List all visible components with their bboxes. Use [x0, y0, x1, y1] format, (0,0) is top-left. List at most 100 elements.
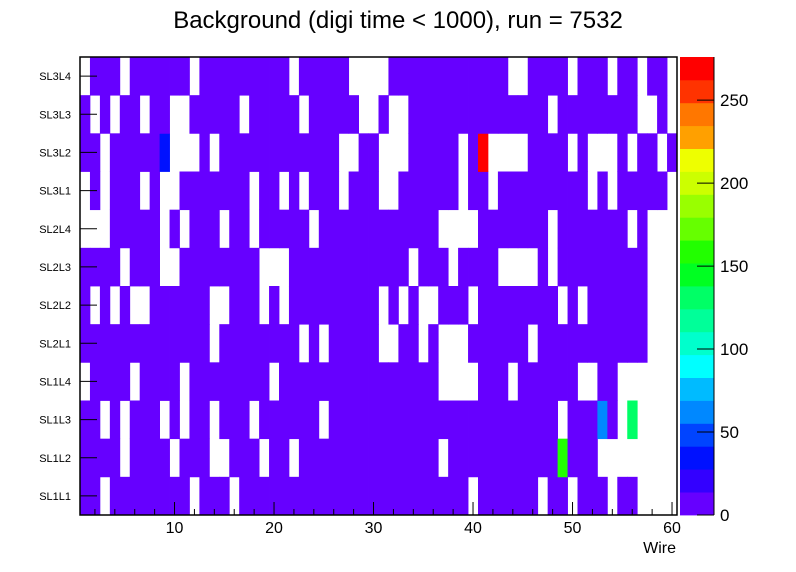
heatmap-cell: [408, 286, 419, 325]
heatmap-cell: [577, 438, 588, 478]
palette-band: [680, 446, 714, 470]
heatmap-cell: [587, 247, 598, 287]
heatmap-cell: [647, 171, 658, 211]
heatmap-cell: [209, 57, 220, 96]
heatmap-cell: [388, 400, 399, 440]
heatmap-cell: [398, 438, 409, 478]
heatmap-cell: [308, 324, 320, 363]
heatmap-cell: [537, 133, 549, 172]
heatmap-cell: [279, 400, 290, 440]
heatmap-cell: [478, 247, 489, 287]
heatmap-cell: [358, 209, 369, 249]
heatmap-cell: [159, 324, 170, 363]
heatmap-cell: [199, 57, 210, 96]
y-tick-label: SL3L1: [39, 186, 71, 198]
heatmap-cell: [119, 476, 131, 516]
heatmap-cell: [587, 95, 598, 134]
heatmap-cell: [279, 362, 290, 401]
heatmap-cell: [418, 362, 429, 401]
heatmap-cell: [149, 438, 160, 478]
heatmap-cell: [348, 324, 359, 363]
heatmap-cell: [159, 438, 170, 478]
heatmap-cell: [348, 247, 359, 287]
heatmap-cell: [448, 286, 459, 325]
heatmap-cell: [517, 324, 529, 363]
heatmap-cell: [428, 438, 439, 478]
heatmap-cell: [259, 209, 270, 249]
heatmap-cell: [408, 209, 419, 249]
heatmap-cell: [597, 247, 608, 287]
heatmap-cell: [557, 133, 568, 172]
heatmap-cell: [298, 438, 310, 478]
heatmap-cell: [527, 57, 539, 96]
heatmap-cell: [239, 324, 250, 363]
heatmap-cell: [597, 286, 608, 325]
heatmap-cell: [219, 324, 230, 363]
heatmap-cell: [358, 438, 369, 478]
heatmap-cell: [338, 95, 350, 134]
heatmap-cell: [507, 400, 519, 440]
heatmap-cell: [537, 247, 549, 287]
heatmap-cell: [617, 133, 628, 172]
heatmap-cell: [269, 209, 280, 249]
heatmap-cell: [179, 476, 190, 516]
heatmap-cell: [139, 476, 151, 516]
heatmap-cell: [249, 476, 260, 516]
heatmap-cell: [239, 476, 250, 516]
heatmap-cell: [249, 133, 260, 172]
palette-band: [680, 400, 714, 424]
heatmap-cell: [279, 209, 290, 249]
heatmap-cell: [288, 209, 300, 249]
heatmap-cell: [557, 247, 568, 287]
heatmap-cell: [617, 286, 628, 325]
heatmap-cell: [438, 57, 449, 96]
heatmap-cell: [408, 324, 419, 363]
heatmap-cell: [99, 95, 111, 134]
heatmap-cell: [189, 95, 200, 134]
heatmap-cell: [418, 209, 429, 249]
heatmap-cell: [179, 247, 190, 287]
palette-band: [680, 331, 714, 356]
heatmap-cell: [269, 133, 280, 172]
heatmap-cell: [607, 209, 618, 249]
heatmap-cell: [279, 476, 290, 516]
heatmap-cell: [567, 95, 578, 134]
heatmap-cell: [378, 400, 389, 440]
heatmap-cell: [99, 57, 111, 96]
heatmap-cell: [229, 286, 240, 325]
heatmap-cell: [657, 171, 668, 211]
heatmap-cell: [517, 362, 529, 401]
y-tick-label: SL1L1: [39, 491, 71, 503]
heatmap-cell: [487, 209, 499, 249]
heatmap-cell: [428, 400, 439, 440]
heatmap-cell: [428, 133, 439, 172]
heatmap-cell: [398, 324, 409, 363]
heatmap-cell: [358, 133, 369, 172]
heatmap-cell: [288, 286, 300, 325]
heatmap-cell: [448, 133, 459, 172]
palette-band: [680, 240, 714, 264]
heatmap-cell: [577, 57, 588, 96]
heatmap-cell: [408, 171, 419, 211]
heatmap-cell: [408, 438, 419, 478]
heatmap-cell: [557, 171, 568, 211]
heatmap-cell: [597, 209, 608, 249]
heatmap-cell: [149, 362, 160, 401]
heatmap-cell: [448, 400, 459, 440]
heatmap-cell: [567, 438, 578, 478]
heatmap-cell: [328, 95, 340, 134]
heatmap-cell: [567, 362, 578, 401]
heatmap-cell: [378, 95, 389, 134]
heatmap-cell: [627, 171, 638, 211]
palette-tick-label: 250: [720, 91, 748, 110]
heatmap-cell: [557, 476, 568, 516]
heatmap-cell: [219, 171, 230, 211]
heatmap-cell: [468, 133, 479, 172]
y-tick-label: SL1L2: [39, 453, 71, 465]
heatmap-cell: [338, 247, 350, 287]
heatmap-cell: [239, 57, 250, 96]
heatmap-cell: [497, 438, 509, 478]
heatmap-cell: [627, 476, 638, 516]
heatmap-cell: [239, 286, 250, 325]
palette-band: [680, 57, 714, 81]
